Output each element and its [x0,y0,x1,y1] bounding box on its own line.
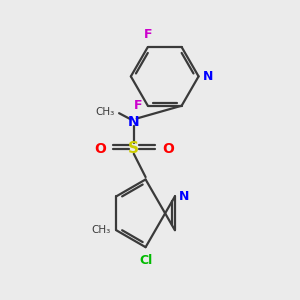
Text: F: F [134,99,142,112]
Text: N: N [202,70,213,83]
Text: N: N [128,115,140,129]
Text: CH₃: CH₃ [91,225,110,235]
Text: O: O [162,142,174,155]
Text: O: O [94,142,106,155]
Text: N: N [179,190,189,203]
Text: Cl: Cl [139,254,152,267]
Text: F: F [143,28,152,41]
Text: S: S [128,141,139,156]
Text: CH₃: CH₃ [95,107,115,117]
